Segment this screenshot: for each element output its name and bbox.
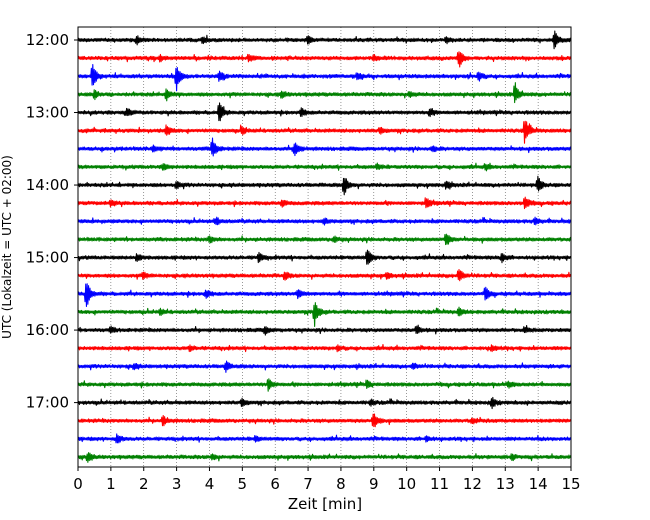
- grid-lines: [110, 27, 539, 467]
- trace-1730: [77, 433, 572, 444]
- y-axis-label: UTC (Lokalzeit = UTC + 02:00): [0, 155, 14, 339]
- plot-frame: [77, 26, 572, 468]
- x-tick-label-11: 11: [430, 475, 449, 493]
- trace-1215: [77, 51, 572, 68]
- x-tick-label-2: 2: [139, 475, 149, 493]
- x-tick-label-8: 8: [336, 475, 346, 493]
- trace-1415: [77, 196, 572, 210]
- x-tick-label-15: 15: [561, 475, 580, 493]
- x-axis-ticks: 0 1 2 3 4 5 6 7 8 9 10 11 12 13 14 15: [73, 467, 581, 493]
- trace-1345: [77, 162, 572, 172]
- x-tick-label-10: 10: [397, 475, 416, 493]
- trace-1715: [77, 413, 572, 428]
- trace-1615: [77, 343, 572, 353]
- trace-1445: [77, 233, 572, 246]
- x-axis-label: Zeit [min]: [288, 495, 362, 513]
- trace-1545: [77, 302, 572, 327]
- x-tick-label-6: 6: [270, 475, 280, 493]
- trace-1745: [77, 452, 572, 463]
- x-tick-label-14: 14: [529, 475, 548, 493]
- y-axis-ticks: 12:00 13:00 14:00 15:00 16:00 17:00: [26, 31, 78, 412]
- x-tick-label-7: 7: [303, 475, 313, 493]
- x-tick-label-4: 4: [205, 475, 215, 493]
- y-tick-label-3: 15:00: [26, 249, 69, 267]
- y-tick-label-1: 13:00: [26, 104, 69, 122]
- trace-1330: [77, 137, 572, 157]
- y-tick-label-5: 17:00: [26, 394, 69, 412]
- y-tick-label-0: 12:00: [26, 31, 69, 49]
- x-tick-label-1: 1: [106, 475, 116, 493]
- trace-1630: [77, 360, 572, 373]
- trace-1700: [77, 396, 572, 410]
- x-tick-label-5: 5: [238, 475, 248, 493]
- trace-1500: [77, 249, 572, 265]
- trace-1645: [77, 378, 572, 392]
- y-tick-label-2: 14:00: [26, 176, 69, 194]
- x-tick-label-0: 0: [73, 475, 83, 493]
- x-tick-label-12: 12: [463, 475, 482, 493]
- trace-1400: [77, 175, 572, 196]
- x-tick-label-3: 3: [172, 475, 182, 493]
- x-tick-label-13: 13: [496, 475, 515, 493]
- trace-1430: [77, 216, 572, 226]
- trace-1600: [77, 324, 572, 336]
- x-tick-label-9: 9: [369, 475, 379, 493]
- y-tick-label-4: 16:00: [26, 321, 69, 339]
- trace-1200: [77, 30, 572, 50]
- trace-1230: [77, 64, 572, 92]
- trace-1245: [77, 82, 572, 104]
- trace-1300: [77, 102, 572, 122]
- trace-1515: [77, 269, 572, 282]
- trace-1530: [77, 283, 572, 307]
- trace-1315: [77, 120, 572, 144]
- seismogram-traces: [77, 30, 572, 463]
